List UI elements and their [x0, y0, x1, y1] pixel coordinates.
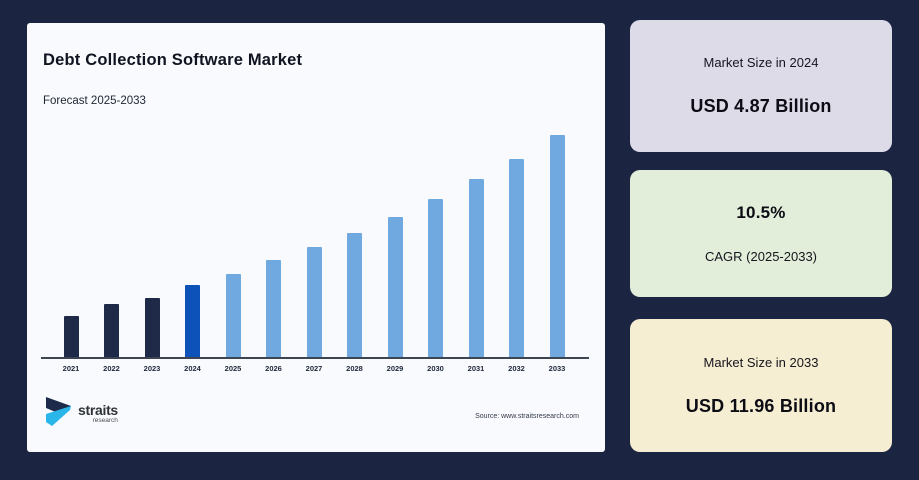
bar-column-2023: [132, 298, 172, 357]
stat-card-label: CAGR (2025-2033): [705, 249, 817, 264]
x-axis-label-2031: 2031: [467, 364, 485, 373]
x-labels-row: 2021 2022 2023 2024 2025 2026 2027 2028 2029 2030…: [51, 364, 577, 373]
x-axis-label-2022: 2022: [103, 364, 120, 373]
x-axis-label-2024: 2024: [184, 364, 201, 373]
bar-2031: [468, 179, 484, 357]
x-axis-label-2029: 2029: [386, 364, 404, 373]
bar-column-2021: [51, 316, 91, 357]
x-axis-label-2026: 2026: [265, 364, 282, 373]
straits-logo-icon: [43, 395, 73, 432]
x-axis-label-2032: 2032: [508, 364, 525, 373]
bar-column-2024: [173, 285, 213, 357]
bar-column-2022: [92, 304, 132, 357]
bars-row: [51, 135, 577, 357]
bar-2028: [347, 233, 362, 357]
bar-2030: [428, 199, 443, 357]
bar-column-2030: [416, 199, 456, 357]
bar-2033: [549, 135, 565, 357]
forecast-subtitle: Forecast 2025-2033: [43, 95, 146, 107]
x-axis-label-2030: 2030: [427, 364, 444, 373]
stat-card-label: Market Size in 2033: [703, 354, 819, 370]
stat-card-value: 10.5%: [736, 203, 786, 222]
x-axis-label-2021: 2021: [62, 364, 80, 373]
bar-2022: [104, 304, 119, 357]
logo-text: straits research: [78, 403, 118, 424]
bar-column-2026: [254, 260, 294, 357]
stat-card-cagr: 10.5% CAGR (2025-2033): [630, 170, 892, 297]
bar-2032: [509, 159, 524, 357]
x-axis-label-2033: 2033: [548, 364, 566, 373]
bar-2023: [144, 298, 160, 357]
bar-2026: [266, 260, 281, 357]
logo-name: straits: [78, 402, 118, 418]
bar-2027: [306, 247, 322, 357]
stat-card-value: USD 4.87 Billion: [690, 96, 832, 116]
straits-research-logo: straits research: [43, 395, 118, 432]
x-axis-label-2028: 2028: [346, 364, 363, 373]
stat-card-market-size-2024: Market Size in 2024 USD 4.87 Billion: [630, 20, 892, 152]
bar-column-2031: [456, 179, 496, 357]
bar-2029: [387, 217, 403, 357]
bar-column-2033: [537, 135, 577, 357]
source-attribution: Source: www.straitsresearch.com: [475, 413, 579, 420]
bar-2024: [185, 285, 200, 357]
bar-2021: [63, 316, 79, 357]
x-axis-line: [41, 357, 589, 359]
x-axis-label-2025: 2025: [224, 364, 242, 373]
bar-2025: [225, 274, 241, 357]
chart-panel: Debt Collection Software Market Forecast…: [27, 23, 605, 452]
x-axis-label-2023: 2023: [143, 364, 161, 373]
bar-column-2025: [213, 274, 253, 357]
stat-card-label: Market Size in 2024: [703, 55, 819, 70]
bar-column-2032: [497, 159, 537, 357]
x-axis-label-2027: 2027: [305, 364, 323, 373]
bar-column-2027: [294, 247, 334, 357]
page-title: Debt Collection Software Market: [43, 51, 303, 69]
stat-card-market-size-2033: Market Size in 2033 USD 11.96 Billion: [630, 319, 892, 452]
stat-card-value: USD 11.96 Billion: [685, 395, 837, 416]
bar-column-2029: [375, 217, 415, 357]
logo-subname: research: [92, 417, 118, 424]
bar-column-2028: [335, 233, 375, 357]
